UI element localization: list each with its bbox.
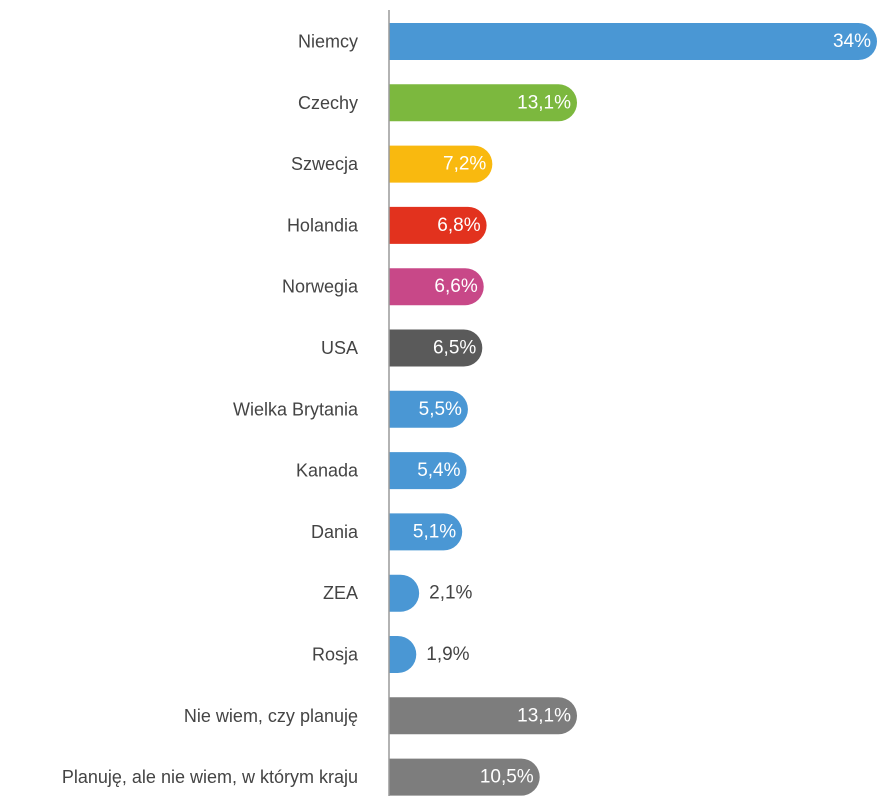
bar-10 — [389, 636, 417, 673]
value-label: 34% — [833, 31, 871, 52]
bars-group — [389, 23, 877, 796]
category-label: Wielka Brytania — [233, 399, 359, 419]
value-label: 5,4% — [417, 460, 460, 481]
category-label: Czechy — [298, 93, 358, 113]
category-label: ZEA — [323, 583, 358, 603]
value-label: 7,2% — [443, 154, 486, 175]
bar-5 — [389, 329, 483, 367]
bar-12 — [389, 758, 540, 796]
value-label: 5,5% — [419, 399, 462, 420]
category-label: Planuję, ale nie wiem, w którym kraju — [62, 767, 358, 787]
bar-0 — [389, 23, 877, 60]
labels-group: Niemcy 34% Czechy 13,1% Szwecja 7,2% Holandia 6… — [62, 31, 871, 788]
value-label: 13,1% — [517, 705, 571, 726]
category-label: USA — [321, 338, 358, 358]
value-label: 2,1% — [429, 583, 472, 604]
bar-4 — [389, 268, 484, 306]
bar-1 — [389, 84, 578, 122]
category-label: Szwecja — [291, 154, 359, 174]
category-label: Dania — [311, 522, 359, 542]
bar-7 — [389, 452, 467, 490]
value-label: 6,5% — [433, 338, 476, 359]
value-label: 13,1% — [517, 92, 571, 113]
category-label: Nie wiem, czy planuję — [184, 706, 358, 726]
bar-11 — [389, 697, 578, 735]
value-label: 10,5% — [480, 767, 534, 788]
value-label: 1,9% — [426, 644, 469, 665]
value-label: 5,1% — [413, 521, 456, 542]
bar-3 — [389, 206, 487, 244]
value-label: 6,6% — [434, 276, 477, 297]
category-label: Niemcy — [298, 32, 358, 52]
value-label: 6,8% — [437, 215, 480, 236]
category-label: Rosja — [312, 645, 359, 665]
category-label: Norwegia — [282, 277, 359, 297]
bar-8 — [389, 513, 463, 551]
category-label: Holandia — [287, 215, 359, 235]
bar-2 — [389, 145, 493, 183]
category-label: Kanada — [296, 461, 359, 481]
bar-9 — [389, 574, 420, 612]
bar-6 — [389, 390, 468, 428]
